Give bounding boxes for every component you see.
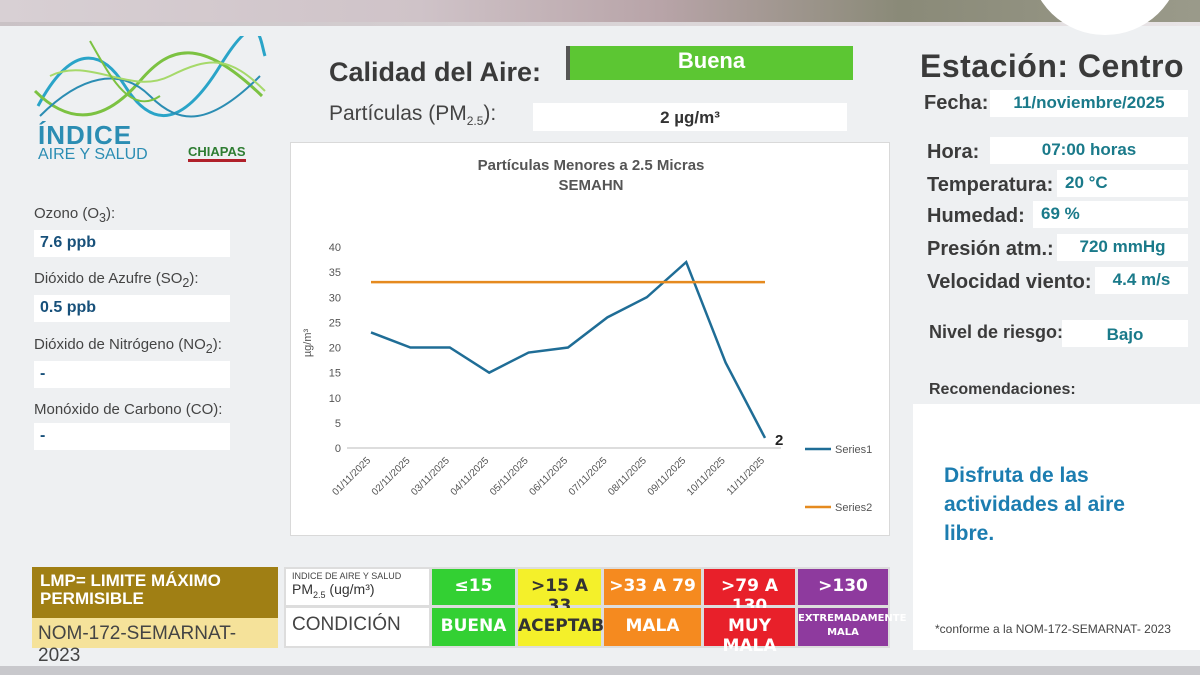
legend-label: Series2 <box>835 502 872 514</box>
pollutant-value-box: - <box>34 423 230 450</box>
chart-svg: Partículas Menores a 2.5 Micras SEMAHN µ… <box>302 157 872 514</box>
field-label-fecha: Fecha: <box>924 92 989 114</box>
chart-subtitle: SEMAHN <box>558 177 623 194</box>
bottom-strip <box>0 666 1200 675</box>
pollutant-value-box: 7.6 ppb <box>34 230 230 257</box>
index-header-small: INDICE DE AIRE Y SALUD <box>292 571 402 581</box>
logo-subtitle: AIRE Y SALUD <box>38 146 148 163</box>
index-range-cell: >79 A 130 <box>704 569 795 616</box>
y-tick-label: 15 <box>329 368 341 380</box>
index-header-main: PM2.5 (ug/m³) <box>292 581 375 600</box>
x-tick-label: 01/11/2025 <box>330 455 373 498</box>
recommendation-line: actividades al aire <box>944 493 1125 516</box>
logo: ÍNDICE AIRE Y SALUD CHIAPAS <box>30 28 270 166</box>
pollutant-value-box: 0.5 ppb <box>34 295 230 322</box>
x-tick-label: 04/11/2025 <box>449 455 492 498</box>
index-condition-cell: EXTREMADAMENTE MALA <box>798 608 906 646</box>
y-tick-label: 20 <box>329 343 341 355</box>
index-range-cell: >130 <box>798 569 888 605</box>
pollutant-label: Dióxido de Azufre (SO2): <box>34 270 199 290</box>
status-badge: Buena <box>566 46 853 80</box>
field-label-hora: Hora: <box>927 141 980 163</box>
y-axis-label: µg/m³ <box>302 328 314 357</box>
field-value-humedad: 69 % <box>1033 201 1188 228</box>
x-tick-label: 02/11/2025 <box>370 455 413 498</box>
recommendations-panel: Disfruta de las actividades al aire libr… <box>913 404 1200 650</box>
recommendation-line: Disfruta de las <box>944 464 1089 487</box>
y-tick-label: 40 <box>329 242 341 254</box>
x-tick-label: 03/11/2025 <box>409 455 452 498</box>
nom-label: NOM-172-SEMARNAT-2023 <box>32 618 278 666</box>
field-label-humedad: Humedad: <box>927 205 1025 227</box>
index-range-cell: >33 A 79 <box>604 569 701 605</box>
pollutant-label: Dióxido de Nitrógeno (NO2): <box>34 336 222 356</box>
index-condition-cell: BUENA <box>432 608 515 646</box>
field-value-fecha: 11/noviembre/2025 <box>990 90 1188 117</box>
index-range-cell: >15 A 33 <box>518 569 601 616</box>
y-tick-label: 35 <box>329 267 341 279</box>
x-tick-label: 10/11/2025 <box>685 455 728 498</box>
pollutant-co: Monóxido de Carbono (CO): - <box>34 401 230 450</box>
pollutant-so2: Dióxido de Azufre (SO2): 0.5 ppb <box>34 270 230 322</box>
pm25-chart: Partículas Menores a 2.5 Micras SEMAHN µ… <box>290 142 890 536</box>
field-value-hora: 07:00 horas <box>990 137 1188 164</box>
legend-label: Series1 <box>835 444 872 456</box>
index-condition-cell: MUY MALA <box>704 608 795 656</box>
recommendations-text: Disfruta de las actividades al aire libr… <box>944 461 1125 548</box>
pm-value: 2 µg/m³ <box>533 103 847 131</box>
field-label-viento: Velocidad viento: <box>927 271 1092 293</box>
risk-label: Nivel de riesgo: <box>929 322 1064 342</box>
index-condition-cell: MALA <box>604 608 701 646</box>
y-tick-label: 5 <box>335 418 341 430</box>
pollutant-value: - <box>40 427 46 444</box>
x-tick-label: 06/11/2025 <box>527 455 570 498</box>
pollutant-no2: Dióxido de Nitrógeno (NO2): - <box>34 336 230 388</box>
x-tick-label: 09/11/2025 <box>646 455 689 498</box>
y-tick-label: 10 <box>329 393 341 405</box>
logo-state: CHIAPAS <box>188 144 246 162</box>
field-value-viento: 4.4 m/s <box>1095 267 1188 294</box>
index-table: INDICE DE AIRE Y SALUD PM2.5 (ug/m³) CON… <box>284 567 906 656</box>
pollutant-value-box: - <box>34 361 230 388</box>
index-header-cell: INDICE DE AIRE Y SALUD PM2.5 (ug/m³) <box>286 569 429 605</box>
y-tick-label: 0 <box>335 443 341 455</box>
top-banner-strip <box>0 0 1200 22</box>
field-value-temperatura: 20 °C <box>1057 170 1188 197</box>
recommendation-line: libre. <box>944 522 995 545</box>
pollutant-label: Monóxido de Carbono (CO): <box>34 401 223 418</box>
top-banner-edge <box>0 22 1200 26</box>
condition-label: CONDICIÓN <box>286 608 429 646</box>
x-tick-label: 11/11/2025 <box>725 455 767 497</box>
risk-value: Bajo <box>1062 320 1188 347</box>
lmp-label: LMP= LIMITE MÁXIMO PERMISIBLE <box>32 567 278 618</box>
chart-title: Partículas Menores a 2.5 Micras <box>478 157 705 174</box>
field-label-presion: Presión atm.: <box>927 238 1054 260</box>
pollutant-ozone: Ozono (O3): 7.6 ppb <box>34 205 230 257</box>
x-tick-label: 05/11/2025 <box>488 455 531 498</box>
pollutant-value: 0.5 ppb <box>40 299 97 316</box>
logo-waves-icon <box>33 28 267 118</box>
index-range-cell: ≤15 <box>432 569 515 605</box>
page-title: Calidad del Aire: <box>329 57 542 87</box>
y-tick-label: 25 <box>329 317 341 329</box>
field-value-presion: 720 mmHg <box>1057 234 1188 261</box>
x-tick-label: 08/11/2025 <box>606 455 649 498</box>
index-condition-cell: ACEPTABLE <box>518 608 627 646</box>
recommendations-heading: Recomendaciones: <box>929 381 1076 398</box>
field-label-temperatura: Temperatura: <box>927 174 1054 196</box>
data-label: 2 <box>775 432 783 449</box>
series-line-series1 <box>370 259 767 439</box>
pollutant-label: Ozono (O3): <box>34 205 116 225</box>
station-title: Estación: Centro <box>920 48 1185 84</box>
y-tick-label: 30 <box>329 292 341 304</box>
pollutant-value: - <box>40 365 46 382</box>
x-tick-label: 07/11/2025 <box>567 455 610 498</box>
logo-title: ÍNDICE <box>38 120 133 150</box>
pollutant-value: 7.6 ppb <box>40 234 97 251</box>
recommendations-footnote: *conforme a la NOM-172-SEMARNAT- 2023 <box>935 622 1171 636</box>
pm-label: Partículas (PM2.5): <box>329 102 497 129</box>
